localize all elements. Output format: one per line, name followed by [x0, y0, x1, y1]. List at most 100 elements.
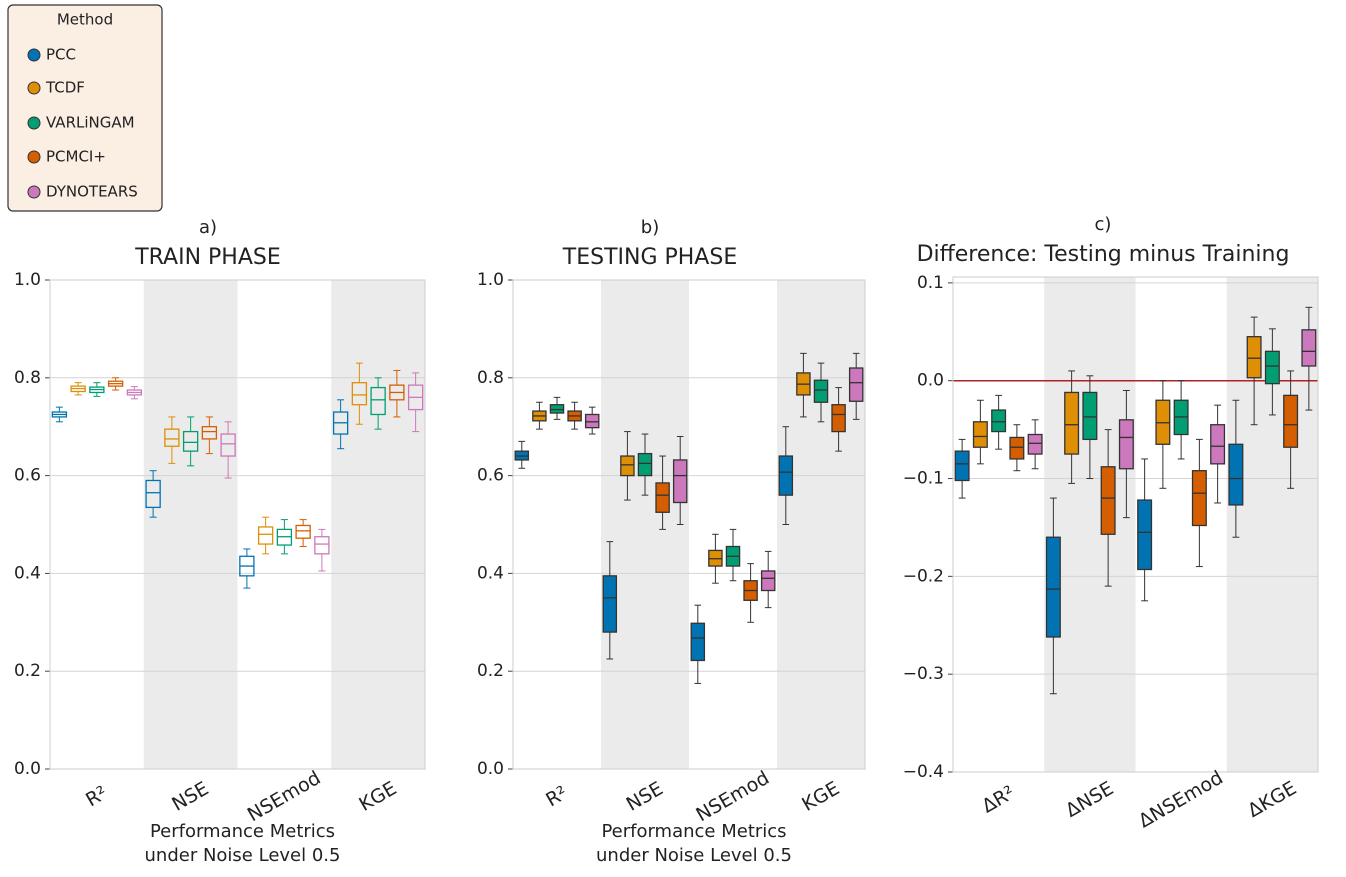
y-tick-label: 0.0 [477, 759, 504, 779]
y-tick-label: 0.6 [477, 466, 504, 486]
box [813, 379, 829, 403]
y-tick-label: −0.3 [903, 664, 944, 684]
shaded-band [331, 280, 425, 769]
shaded-band [601, 280, 689, 769]
box [672, 459, 688, 504]
y-tick-label: 0.6 [14, 466, 41, 486]
box [1301, 329, 1317, 367]
box [1283, 394, 1299, 448]
y-tick-label: 0.1 [917, 273, 944, 293]
y-tick-label: −0.1 [903, 469, 944, 489]
y-tick-label: 0.2 [14, 661, 41, 681]
box [257, 526, 274, 545]
x-tick-label: KGE [355, 777, 400, 816]
x-axis-label: Performance Metrics [150, 821, 335, 842]
legend-marker [27, 116, 41, 130]
box [1137, 499, 1153, 571]
x-axis-label: under Noise Level 0.5 [145, 845, 341, 866]
box [778, 455, 794, 496]
box [370, 386, 386, 416]
x-tick-label: ΔKGE [1244, 777, 1300, 822]
box [991, 409, 1007, 433]
box [584, 413, 600, 429]
box [848, 367, 864, 402]
x-tick-label: R² [542, 782, 571, 811]
axes-frame [512, 279, 866, 770]
y-tick-label: 0.0 [14, 759, 41, 779]
box [954, 450, 970, 482]
chart-title: TRAIN PHASE [134, 245, 281, 270]
x-axis-label: under Noise Level 0.5 [596, 845, 792, 866]
box [145, 479, 161, 509]
legend-marker [27, 185, 41, 199]
box [1009, 436, 1025, 460]
x-tick-label: NSE [623, 777, 667, 815]
chart-title: TESTING PHASE [562, 245, 737, 270]
y-tick-label: 0.0 [917, 371, 944, 391]
legend-marker [27, 150, 41, 164]
legend-label: TCDF [45, 79, 85, 97]
x-tick-label: KGE [798, 777, 843, 816]
box [831, 404, 846, 433]
x-tick-label: NSEmod [692, 767, 773, 826]
panel-label: b) [641, 217, 659, 238]
panel-label: c) [1095, 214, 1112, 235]
box [201, 426, 218, 440]
legend-label: PCC [46, 46, 76, 64]
y-tick-label: 0.4 [477, 563, 504, 583]
y-tick-label: 1.0 [14, 270, 41, 290]
y-tick-label: 0.8 [14, 368, 41, 388]
chart-title: Difference: Testing minus Training [917, 242, 1290, 267]
x-tick-label: ΔNSEmod [1135, 767, 1227, 833]
box [1228, 443, 1244, 506]
box [1264, 350, 1280, 385]
box [690, 622, 706, 662]
legend-label: VARLiNGAM [46, 114, 135, 132]
box [164, 428, 180, 447]
box [549, 404, 565, 414]
y-tick-label: 0.2 [477, 661, 504, 681]
box [1082, 391, 1098, 441]
box [1191, 470, 1207, 527]
box [655, 482, 670, 513]
y-tick-label: −0.2 [903, 566, 944, 586]
panel-label: a) [199, 217, 217, 238]
box [295, 524, 311, 539]
legend-label: DYNOTEARS [46, 183, 138, 201]
box [760, 570, 776, 592]
box [602, 575, 618, 633]
x-axis-label: Performance Metrics [601, 821, 786, 842]
legend-marker [27, 81, 41, 95]
shaded-band [777, 280, 865, 769]
box [1100, 466, 1116, 535]
axes-frame [952, 276, 1319, 773]
box [1246, 336, 1262, 379]
x-tick-label: R² [82, 782, 111, 811]
box [1045, 536, 1061, 638]
x-tick-label: ΔR² [978, 782, 1018, 818]
box [314, 536, 330, 555]
box [1118, 419, 1134, 470]
shaded-band [1044, 277, 1136, 772]
box [1064, 391, 1080, 455]
y-tick-label: −0.4 [903, 762, 944, 782]
x-tick-label: ΔNSE [1062, 777, 1117, 822]
axes-frame [49, 279, 426, 770]
box [182, 430, 199, 452]
x-tick-label: NSE [168, 777, 212, 815]
legend-marker [27, 48, 41, 62]
legend-label: PCMCI+ [46, 148, 106, 166]
shaded-band [143, 280, 238, 769]
box [1210, 424, 1226, 465]
legend-box [7, 4, 163, 212]
y-tick-label: 0.4 [14, 563, 41, 583]
box [351, 382, 368, 406]
box [1027, 433, 1043, 455]
box [972, 421, 988, 448]
x-tick-label: NSEmod [244, 767, 325, 826]
box [637, 452, 653, 477]
y-tick-label: 1.0 [477, 270, 504, 290]
y-tick-label: 0.8 [477, 368, 504, 388]
box [620, 455, 635, 477]
